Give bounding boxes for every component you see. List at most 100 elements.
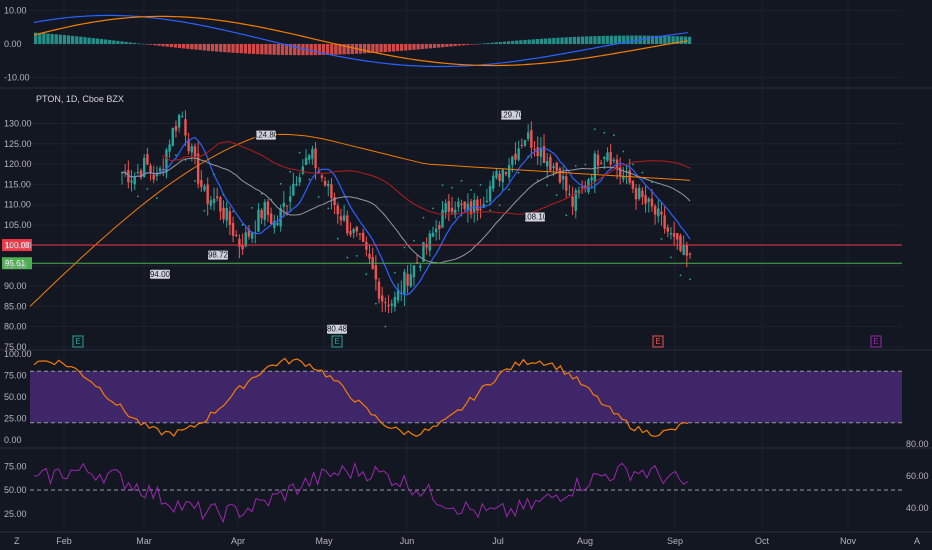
macd-tick: 10.00: [4, 6, 27, 16]
candle-body: [215, 196, 219, 199]
macd-histogram-bar: [626, 35, 630, 44]
candle-body: [482, 203, 485, 208]
candle-body: [523, 140, 527, 146]
macd-histogram-bar: [297, 44, 301, 56]
candle-body: [146, 154, 149, 165]
candle-body: [209, 200, 213, 206]
candle-body: [590, 177, 593, 181]
price-tick: 125.00: [4, 139, 32, 149]
candle-body: [530, 130, 533, 148]
candle-body: [285, 205, 289, 207]
candle-body: [346, 215, 349, 234]
macd-histogram-bar: [79, 36, 83, 44]
rsi-panel[interactable]: [30, 461, 902, 524]
macd-histogram-bar: [42, 33, 46, 44]
candle-body: [260, 209, 263, 219]
sar-dot: [346, 256, 349, 259]
macd-histogram-bar: [309, 44, 313, 56]
candle-body: [574, 190, 577, 211]
scale-z-button[interactable]: Z: [14, 536, 20, 546]
macd-histogram-bar: [227, 44, 231, 53]
macd-histogram-bar: [103, 39, 108, 44]
candle-body: [612, 159, 616, 162]
macd-histogram-bar: [206, 44, 211, 51]
sar-dot: [327, 207, 330, 210]
macd-histogram-bar: [391, 44, 396, 52]
macd-histogram-bar: [543, 38, 548, 44]
candle-body: [618, 167, 622, 176]
candle-body: [149, 165, 152, 173]
macd-histogram-bar: [186, 44, 190, 49]
macd-histogram-bar: [210, 44, 215, 52]
candle-body: [641, 190, 644, 198]
macd-histogram-bar: [367, 44, 371, 54]
candle-body: [133, 176, 136, 185]
stochastic-panel[interactable]: [30, 357, 902, 438]
price-panel[interactable]: 100.08 95.61 94.00 98.72 124.80 80.48 129.70 10…: [2, 110, 902, 348]
macd-tick: -10.00: [4, 72, 30, 82]
stoch-band: [30, 371, 902, 423]
candle-body: [453, 209, 457, 215]
candle-body: [308, 155, 311, 160]
candle-body: [266, 201, 270, 215]
macd-histogram-bar: [523, 39, 527, 44]
candle-body: [288, 196, 292, 202]
candle-body: [187, 139, 190, 152]
sar-dot: [460, 179, 463, 182]
macd-histogram-bar: [646, 35, 651, 44]
candle-body: [203, 186, 206, 191]
price-tick: 95.00: [4, 261, 27, 271]
resistance-price-tag: [2, 239, 32, 252]
candle-body: [517, 148, 520, 160]
sar-dot: [317, 195, 320, 198]
sar-dot: [451, 186, 453, 189]
candle-body: [571, 196, 574, 207]
macd-histogram-bar: [58, 34, 62, 44]
macd-histogram-bar: [474, 44, 478, 45]
candle-body: [304, 157, 308, 165]
sar-dot: [374, 302, 377, 305]
macd-histogram-bar: [338, 44, 342, 55]
macd-panel[interactable]: [33, 14, 692, 68]
candle-body: [196, 153, 200, 184]
sar-dot: [384, 325, 387, 328]
sar-dot: [498, 204, 501, 207]
sar-dot: [631, 163, 634, 166]
macd-histogram-bar: [420, 44, 424, 50]
candle-body: [295, 183, 298, 186]
candle-body: [314, 148, 317, 169]
macd-histogram-bar: [87, 37, 91, 44]
candle-body: [676, 233, 679, 240]
axis-labels: Feb Mar Apr May Jun Jul Aug Sep Oct Nov 130.00 125.…: [4, 6, 929, 546]
macd-histogram-bar: [301, 44, 305, 56]
sar-dot: [194, 180, 196, 182]
candle-body: [349, 230, 352, 235]
macd-histogram-bar: [161, 44, 165, 47]
candle-body: [247, 229, 251, 237]
macd-histogram-bar: [659, 35, 663, 44]
candle-body: [152, 174, 155, 180]
candle-body: [536, 147, 539, 157]
candle-body: [228, 211, 232, 225]
macd-histogram-bar: [325, 44, 330, 55]
candle-body: [504, 172, 508, 175]
macd-histogram-bar: [609, 35, 614, 44]
candle-body: [561, 175, 565, 180]
macd-histogram-bar: [363, 44, 367, 54]
candle-body: [406, 274, 409, 286]
macd-histogram-bar: [350, 44, 354, 54]
macd-histogram-bar: [449, 44, 453, 47]
candle-body: [603, 157, 606, 159]
sar-dot: [403, 246, 406, 249]
scale-a-button[interactable]: A: [914, 536, 920, 546]
sar-dot: [508, 188, 511, 191]
support-price-label: 95.61: [5, 259, 26, 268]
candle-body: [526, 132, 530, 140]
macd-histogram-bar: [486, 43, 490, 44]
macd-histogram-bar: [679, 36, 683, 44]
macd-histogram-bar: [650, 35, 655, 44]
macd-histogram-bar: [387, 44, 391, 52]
candle-body: [485, 200, 489, 202]
macd-histogram-bar: [95, 38, 99, 44]
